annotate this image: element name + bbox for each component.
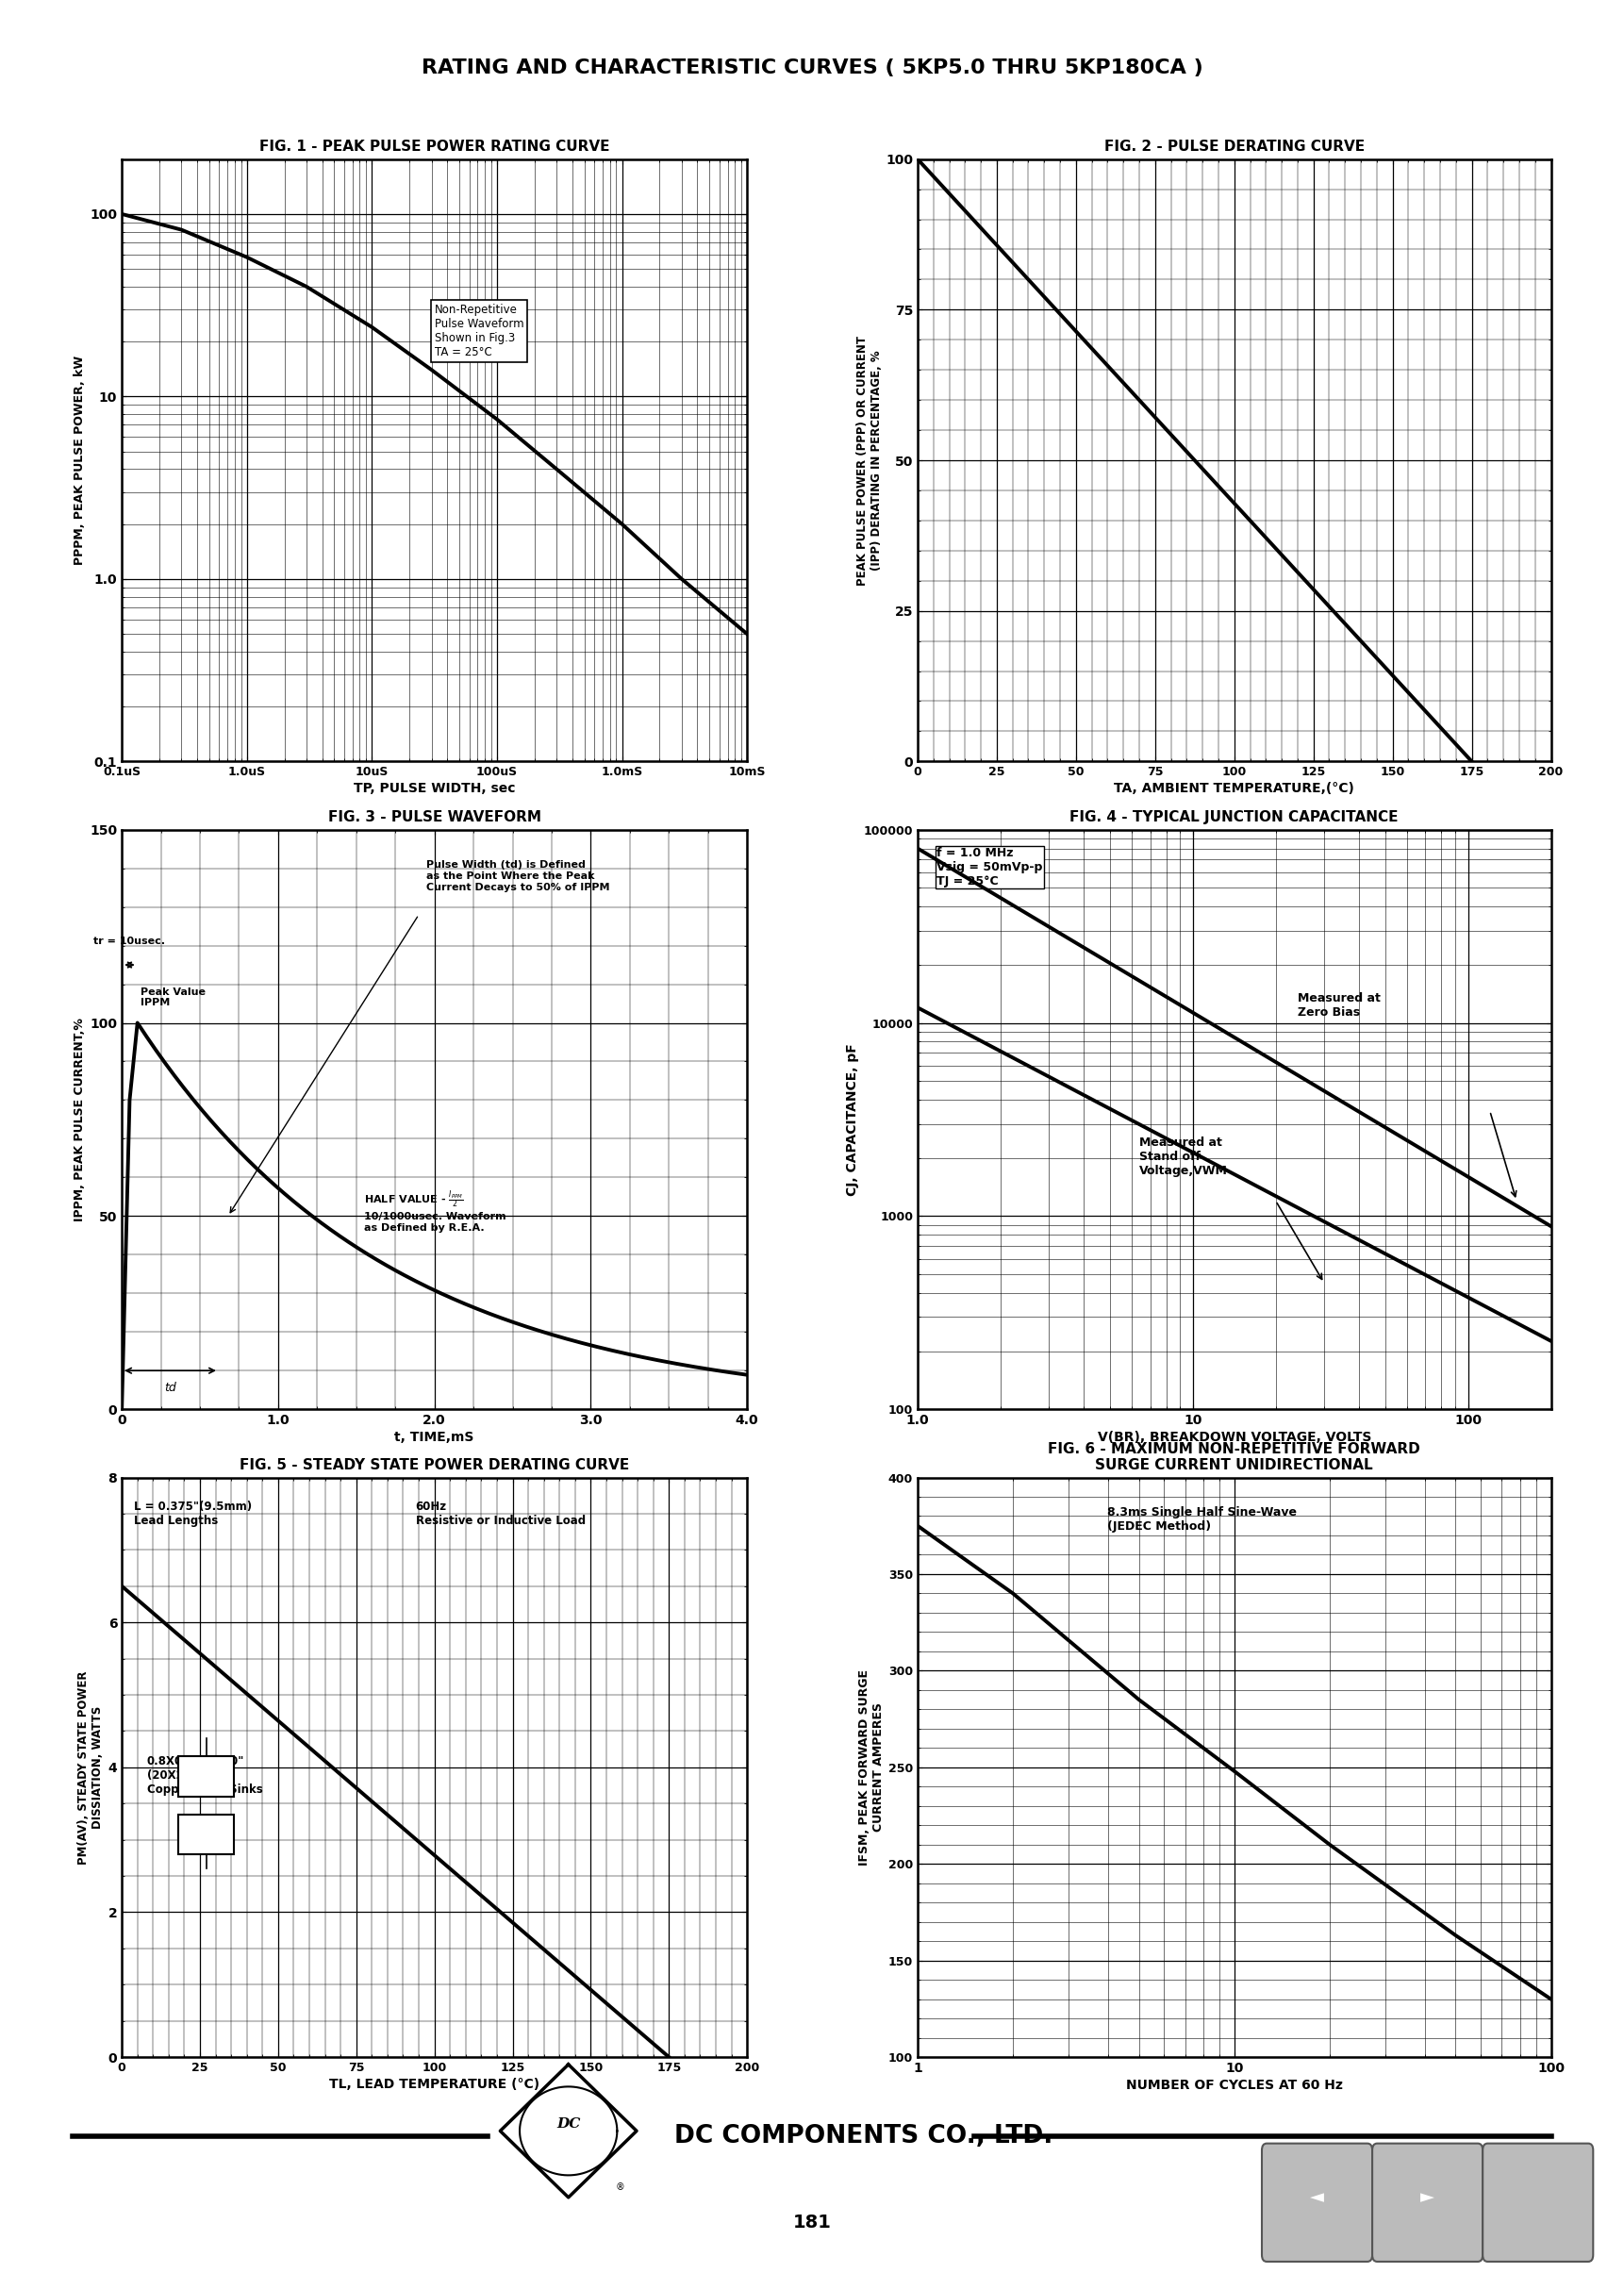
Text: HALF VALUE - $\frac{I_{PPM}}{2}$
10/1000usec. Waveform
as Defined by R.E.A.: HALF VALUE - $\frac{I_{PPM}}{2}$ 10/1000… bbox=[364, 1189, 507, 1232]
Text: ◄: ◄ bbox=[1311, 2189, 1324, 2207]
Title: FIG. 2 - PULSE DERATING CURVE: FIG. 2 - PULSE DERATING CURVE bbox=[1104, 141, 1364, 155]
X-axis label: TL, LEAD TEMPERATURE (°C): TL, LEAD TEMPERATURE (°C) bbox=[330, 2078, 539, 2091]
Bar bbox=[179, 1814, 234, 1855]
Title: FIG. 5 - STEADY STATE POWER DERATING CURVE: FIG. 5 - STEADY STATE POWER DERATING CUR… bbox=[240, 1459, 628, 1473]
Text: Pulse Width (td) is Defined
as the Point Where the Peak
Current Decays to 50% of: Pulse Width (td) is Defined as the Point… bbox=[427, 861, 611, 891]
Y-axis label: PM(AV), STEADY STATE POWER
DISSIATION, WATTS: PM(AV), STEADY STATE POWER DISSIATION, W… bbox=[78, 1671, 104, 1864]
Text: 0.8X0.8X0.040"
(20X20mm)
Copper Heat Sinks: 0.8X0.8X0.040" (20X20mm) Copper Heat Sin… bbox=[146, 1755, 263, 1796]
Title: FIG. 3 - PULSE WAVEFORM: FIG. 3 - PULSE WAVEFORM bbox=[328, 811, 541, 825]
Text: ►: ► bbox=[1421, 2189, 1434, 2207]
X-axis label: TA, AMBIENT TEMPERATURE,(°C): TA, AMBIENT TEMPERATURE,(°C) bbox=[1114, 782, 1354, 796]
Text: Non-Repetitive
Pulse Waveform
Shown in Fig.3
TA = 25°C: Non-Repetitive Pulse Waveform Shown in F… bbox=[435, 305, 523, 359]
Y-axis label: IFSM, PEAK FORWARD SURGE
CURRENT AMPERES: IFSM, PEAK FORWARD SURGE CURRENT AMPERES bbox=[857, 1668, 885, 1866]
Text: Peak Value
IPPM: Peak Value IPPM bbox=[141, 986, 206, 1007]
Title: FIG. 4 - TYPICAL JUNCTION CAPACITANCE: FIG. 4 - TYPICAL JUNCTION CAPACITANCE bbox=[1070, 811, 1398, 825]
Text: DC COMPONENTS CO., LTD.: DC COMPONENTS CO., LTD. bbox=[674, 2125, 1052, 2148]
Text: 8.3ms Single Half Sine-Wave
(JEDEC Method): 8.3ms Single Half Sine-Wave (JEDEC Metho… bbox=[1108, 1507, 1298, 1532]
Y-axis label: PPPM, PEAK PULSE POWER, kW: PPPM, PEAK PULSE POWER, kW bbox=[73, 355, 86, 566]
Y-axis label: IPPM, PEAK PULSE CURRENT,%: IPPM, PEAK PULSE CURRENT,% bbox=[73, 1018, 86, 1221]
Text: 181: 181 bbox=[793, 2214, 831, 2232]
Text: f = 1.0 MHz
Vsig = 50mVp-p
TJ = 25°C: f = 1.0 MHz Vsig = 50mVp-p TJ = 25°C bbox=[937, 848, 1043, 886]
Text: DC: DC bbox=[557, 2116, 580, 2130]
X-axis label: t, TIME,mS: t, TIME,mS bbox=[395, 1432, 474, 1443]
Text: 60Hz
Resistive or Inductive Load: 60Hz Resistive or Inductive Load bbox=[416, 1500, 586, 1527]
Text: tr = 10usec.: tr = 10usec. bbox=[94, 936, 166, 946]
Text: L = 0.375"(9.5mm)
Lead Lengths: L = 0.375"(9.5mm) Lead Lengths bbox=[135, 1500, 252, 1527]
Text: Measured at
Stand off
Voltage,VWM: Measured at Stand off Voltage,VWM bbox=[1140, 1136, 1228, 1177]
Bar bbox=[179, 1757, 234, 1796]
Text: RATING AND CHARACTERISTIC CURVES ( 5KP5.0 THRU 5KP180CA ): RATING AND CHARACTERISTIC CURVES ( 5KP5.… bbox=[421, 59, 1203, 77]
X-axis label: V(BR), BREAKDOWN VOLTAGE, VOLTS: V(BR), BREAKDOWN VOLTAGE, VOLTS bbox=[1098, 1432, 1371, 1443]
Y-axis label: PEAK PULSE POWER (PPP) OR CURRENT
(IPP) DERATING IN PERCENTAGE, %: PEAK PULSE POWER (PPP) OR CURRENT (IPP) … bbox=[856, 336, 883, 584]
Title: FIG. 6 - MAXIMUM NON-REPETITIVE FORWARD
SURGE CURRENT UNIDIRECTIONAL: FIG. 6 - MAXIMUM NON-REPETITIVE FORWARD … bbox=[1047, 1441, 1421, 1473]
Text: td: td bbox=[164, 1382, 177, 1393]
Text: Measured at
Zero Bias: Measured at Zero Bias bbox=[1298, 991, 1380, 1018]
Title: FIG. 1 - PEAK PULSE POWER RATING CURVE: FIG. 1 - PEAK PULSE POWER RATING CURVE bbox=[260, 141, 609, 155]
X-axis label: NUMBER OF CYCLES AT 60 Hz: NUMBER OF CYCLES AT 60 Hz bbox=[1125, 2080, 1343, 2091]
Text: ®: ® bbox=[615, 2182, 625, 2191]
Y-axis label: CJ, CAPACITANCE, pF: CJ, CAPACITANCE, pF bbox=[846, 1043, 859, 1196]
X-axis label: TP, PULSE WIDTH, sec: TP, PULSE WIDTH, sec bbox=[354, 782, 515, 796]
